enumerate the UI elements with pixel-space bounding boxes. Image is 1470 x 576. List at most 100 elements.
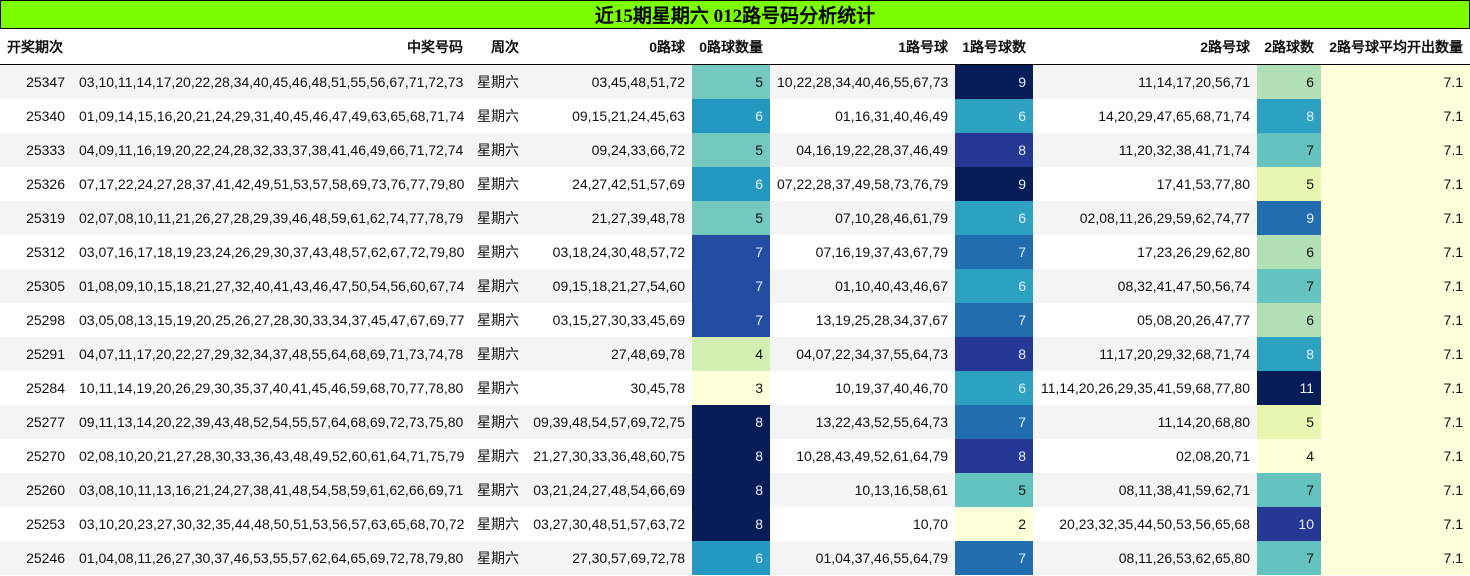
r1-count-cell: 9	[955, 64, 1033, 99]
r0-cell: 09,15,21,24,45,63	[526, 99, 692, 133]
r2-count-cell: 4	[1257, 439, 1321, 473]
r1-cell: 10,19,37,40,46,70	[770, 371, 955, 405]
numbers-cell: 01,08,09,10,15,18,21,27,32,40,41,43,46,4…	[72, 269, 470, 303]
numbers-cell: 01,04,08,11,26,27,30,37,46,53,55,57,62,6…	[72, 541, 470, 575]
numbers-cell: 03,05,08,13,15,19,20,25,26,27,28,30,33,3…	[72, 303, 470, 337]
r0-cell: 27,48,69,78	[526, 337, 692, 371]
issue-cell: 25312	[0, 235, 72, 269]
col-header-r0-count: 0路球数量	[692, 29, 770, 65]
numbers-cell: 04,07,11,17,20,22,27,29,32,34,37,48,55,6…	[72, 337, 470, 371]
r2-cell: 14,20,29,47,65,68,71,74	[1033, 99, 1257, 133]
col-header-r2-count: 2路球数	[1257, 29, 1321, 65]
r1-count-cell: 6	[955, 371, 1033, 405]
table-row: 25305 01,08,09,10,15,18,21,27,32,40,41,43…	[0, 269, 1470, 303]
weekday-cell: 星期六	[470, 371, 526, 405]
r2-count-cell: 11	[1257, 371, 1321, 405]
r0-cell: 21,27,39,48,78	[526, 201, 692, 235]
r0-cell: 03,45,48,51,72	[526, 64, 692, 99]
r2-cell: 11,17,20,29,32,68,71,74	[1033, 337, 1257, 371]
r1-count-cell: 9	[955, 167, 1033, 201]
analysis-table: 开奖期次 中奖号码 周次 0路球 0路球数量 1路号球 1路号球数 2路号球 2…	[0, 29, 1470, 575]
avg-cell: 7.1	[1321, 167, 1470, 201]
table-row: 25260 03,08,10,11,13,16,21,24,27,38,41,48…	[0, 473, 1470, 507]
issue-cell: 25298	[0, 303, 72, 337]
weekday-cell: 星期六	[470, 269, 526, 303]
weekday-cell: 星期六	[470, 507, 526, 541]
r0-cell: 09,39,48,54,57,69,72,75	[526, 405, 692, 439]
r2-cell: 11,14,17,20,56,71	[1033, 64, 1257, 99]
numbers-cell: 02,08,10,20,21,27,28,30,33,36,43,48,49,5…	[72, 439, 470, 473]
numbers-cell: 03,10,20,23,27,30,32,35,44,48,50,51,53,5…	[72, 507, 470, 541]
r1-count-cell: 5	[955, 473, 1033, 507]
r0-cell: 27,30,57,69,72,78	[526, 541, 692, 575]
r2-count-cell: 7	[1257, 473, 1321, 507]
r2-count-cell: 9	[1257, 201, 1321, 235]
r2-count-cell: 7	[1257, 541, 1321, 575]
r1-cell: 01,16,31,40,46,49	[770, 99, 955, 133]
r1-cell: 10,28,43,49,52,61,64,79	[770, 439, 955, 473]
r0-count-cell: 6	[692, 99, 770, 133]
col-header-numbers: 中奖号码	[72, 29, 470, 65]
col-header-r2: 2路号球	[1033, 29, 1257, 65]
r0-cell: 09,24,33,66,72	[526, 133, 692, 167]
r0-count-cell: 3	[692, 371, 770, 405]
weekday-cell: 星期六	[470, 201, 526, 235]
table-row: 25246 01,04,08,11,26,27,30,37,46,53,55,57…	[0, 541, 1470, 575]
table-row: 25270 02,08,10,20,21,27,28,30,33,36,43,48…	[0, 439, 1470, 473]
r2-count-cell: 8	[1257, 337, 1321, 371]
r2-cell: 11,14,20,26,29,35,41,59,68,77,80	[1033, 371, 1257, 405]
table-row: 25284 10,11,14,19,20,26,29,30,35,37,40,41…	[0, 371, 1470, 405]
r0-count-cell: 7	[692, 235, 770, 269]
r0-count-cell: 8	[692, 507, 770, 541]
page-title: 近15期星期六 012路号码分析统计	[0, 0, 1470, 29]
r2-count-cell: 7	[1257, 269, 1321, 303]
r0-cell: 03,27,30,48,51,57,63,72	[526, 507, 692, 541]
r1-count-cell: 6	[955, 269, 1033, 303]
avg-cell: 7.1	[1321, 235, 1470, 269]
r1-cell: 04,16,19,22,28,37,46,49	[770, 133, 955, 167]
numbers-cell: 03,07,16,17,18,19,23,24,26,29,30,37,43,4…	[72, 235, 470, 269]
r2-cell: 17,23,26,29,62,80	[1033, 235, 1257, 269]
r1-count-cell: 8	[955, 337, 1033, 371]
numbers-cell: 03,08,10,11,13,16,21,24,27,38,41,48,54,5…	[72, 473, 470, 507]
avg-cell: 7.1	[1321, 541, 1470, 575]
r1-cell: 10,13,16,58,61	[770, 473, 955, 507]
r1-cell: 04,07,22,34,37,55,64,73	[770, 337, 955, 371]
r2-cell: 11,14,20,68,80	[1033, 405, 1257, 439]
table-body: 25347 03,10,11,14,17,20,22,28,34,40,45,46…	[0, 64, 1470, 575]
r1-count-cell: 6	[955, 99, 1033, 133]
col-header-r1: 1路号球	[770, 29, 955, 65]
r0-count-cell: 7	[692, 303, 770, 337]
r0-count-cell: 6	[692, 167, 770, 201]
r2-cell: 20,23,32,35,44,50,53,56,65,68	[1033, 507, 1257, 541]
r0-cell: 09,15,18,21,27,54,60	[526, 269, 692, 303]
col-header-r1-count: 1路号球数	[955, 29, 1033, 65]
numbers-cell: 01,09,14,15,16,20,21,24,29,31,40,45,46,4…	[72, 99, 470, 133]
table-row: 25347 03,10,11,14,17,20,22,28,34,40,45,46…	[0, 64, 1470, 99]
issue-cell: 25333	[0, 133, 72, 167]
avg-cell: 7.1	[1321, 133, 1470, 167]
r2-cell: 08,11,38,41,59,62,71	[1033, 473, 1257, 507]
r1-cell: 10,22,28,34,40,46,55,67,73	[770, 64, 955, 99]
r2-count-cell: 5	[1257, 167, 1321, 201]
weekday-cell: 星期六	[470, 235, 526, 269]
avg-cell: 7.1	[1321, 269, 1470, 303]
numbers-cell: 07,17,22,24,27,28,37,41,42,49,51,53,57,5…	[72, 167, 470, 201]
r2-count-cell: 6	[1257, 64, 1321, 99]
col-header-r2-avg: 2路号球平均开出数量	[1321, 29, 1470, 65]
r1-cell: 13,22,43,52,55,64,73	[770, 405, 955, 439]
issue-cell: 25319	[0, 201, 72, 235]
r1-count-cell: 7	[955, 405, 1033, 439]
r2-cell: 11,20,32,38,41,71,74	[1033, 133, 1257, 167]
r0-count-cell: 5	[692, 201, 770, 235]
r0-cell: 03,18,24,30,48,57,72	[526, 235, 692, 269]
r0-cell: 24,27,42,51,57,69	[526, 167, 692, 201]
col-header-weekday: 周次	[470, 29, 526, 65]
weekday-cell: 星期六	[470, 133, 526, 167]
issue-cell: 25260	[0, 473, 72, 507]
avg-cell: 7.1	[1321, 439, 1470, 473]
r2-cell: 08,11,26,53,62,65,80	[1033, 541, 1257, 575]
r1-cell: 07,16,19,37,43,67,79	[770, 235, 955, 269]
r0-count-cell: 5	[692, 133, 770, 167]
r0-count-cell: 4	[692, 337, 770, 371]
